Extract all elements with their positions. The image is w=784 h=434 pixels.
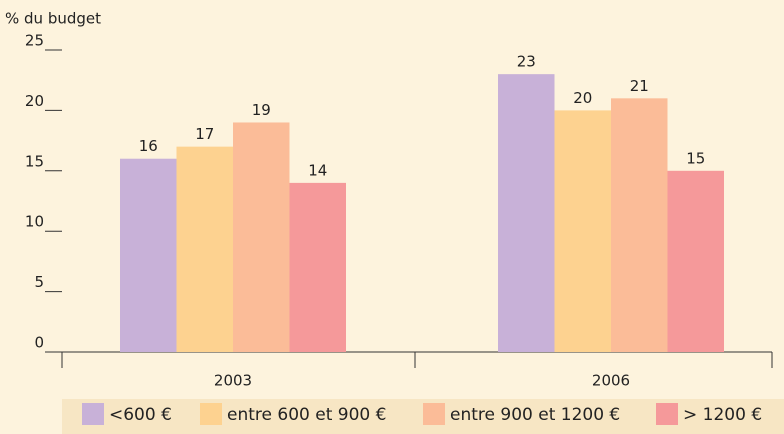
bar bbox=[176, 146, 233, 352]
value-label: 16 bbox=[139, 137, 158, 155]
value-label: 15 bbox=[686, 149, 705, 167]
bar bbox=[667, 170, 724, 352]
bar bbox=[611, 98, 668, 352]
y-tick-label: 5 bbox=[34, 273, 44, 291]
y-tick-label: 10 bbox=[25, 213, 44, 231]
value-label: 19 bbox=[252, 101, 271, 119]
legend-swatch bbox=[423, 403, 445, 425]
y-tick-label: 20 bbox=[25, 92, 44, 110]
value-label: 23 bbox=[517, 53, 536, 71]
value-label: 14 bbox=[308, 161, 327, 179]
bar bbox=[554, 110, 611, 353]
bar bbox=[289, 182, 346, 352]
x-tick-label: 2003 bbox=[214, 372, 252, 390]
y-tick-label: 15 bbox=[25, 152, 44, 170]
bar bbox=[120, 158, 177, 352]
legend-swatch bbox=[200, 403, 222, 425]
value-label: 17 bbox=[195, 125, 214, 143]
value-label: 20 bbox=[573, 89, 592, 107]
bar bbox=[498, 74, 555, 352]
y-tick-label: 25 bbox=[25, 32, 44, 50]
bar bbox=[233, 122, 290, 352]
legend-swatch bbox=[656, 403, 678, 425]
x-tick-label: 2006 bbox=[592, 372, 630, 390]
legend-label: <600 € bbox=[109, 405, 172, 425]
y-axis-label: % du budget bbox=[5, 10, 101, 28]
legend-label: > 1200 € bbox=[683, 405, 762, 425]
value-label: 21 bbox=[630, 77, 649, 95]
legend-label: entre 900 et 1200 € bbox=[450, 405, 620, 425]
legend-swatch bbox=[82, 403, 104, 425]
y-tick-label: 0 bbox=[34, 334, 44, 352]
legend-label: entre 600 et 900 € bbox=[227, 405, 386, 425]
